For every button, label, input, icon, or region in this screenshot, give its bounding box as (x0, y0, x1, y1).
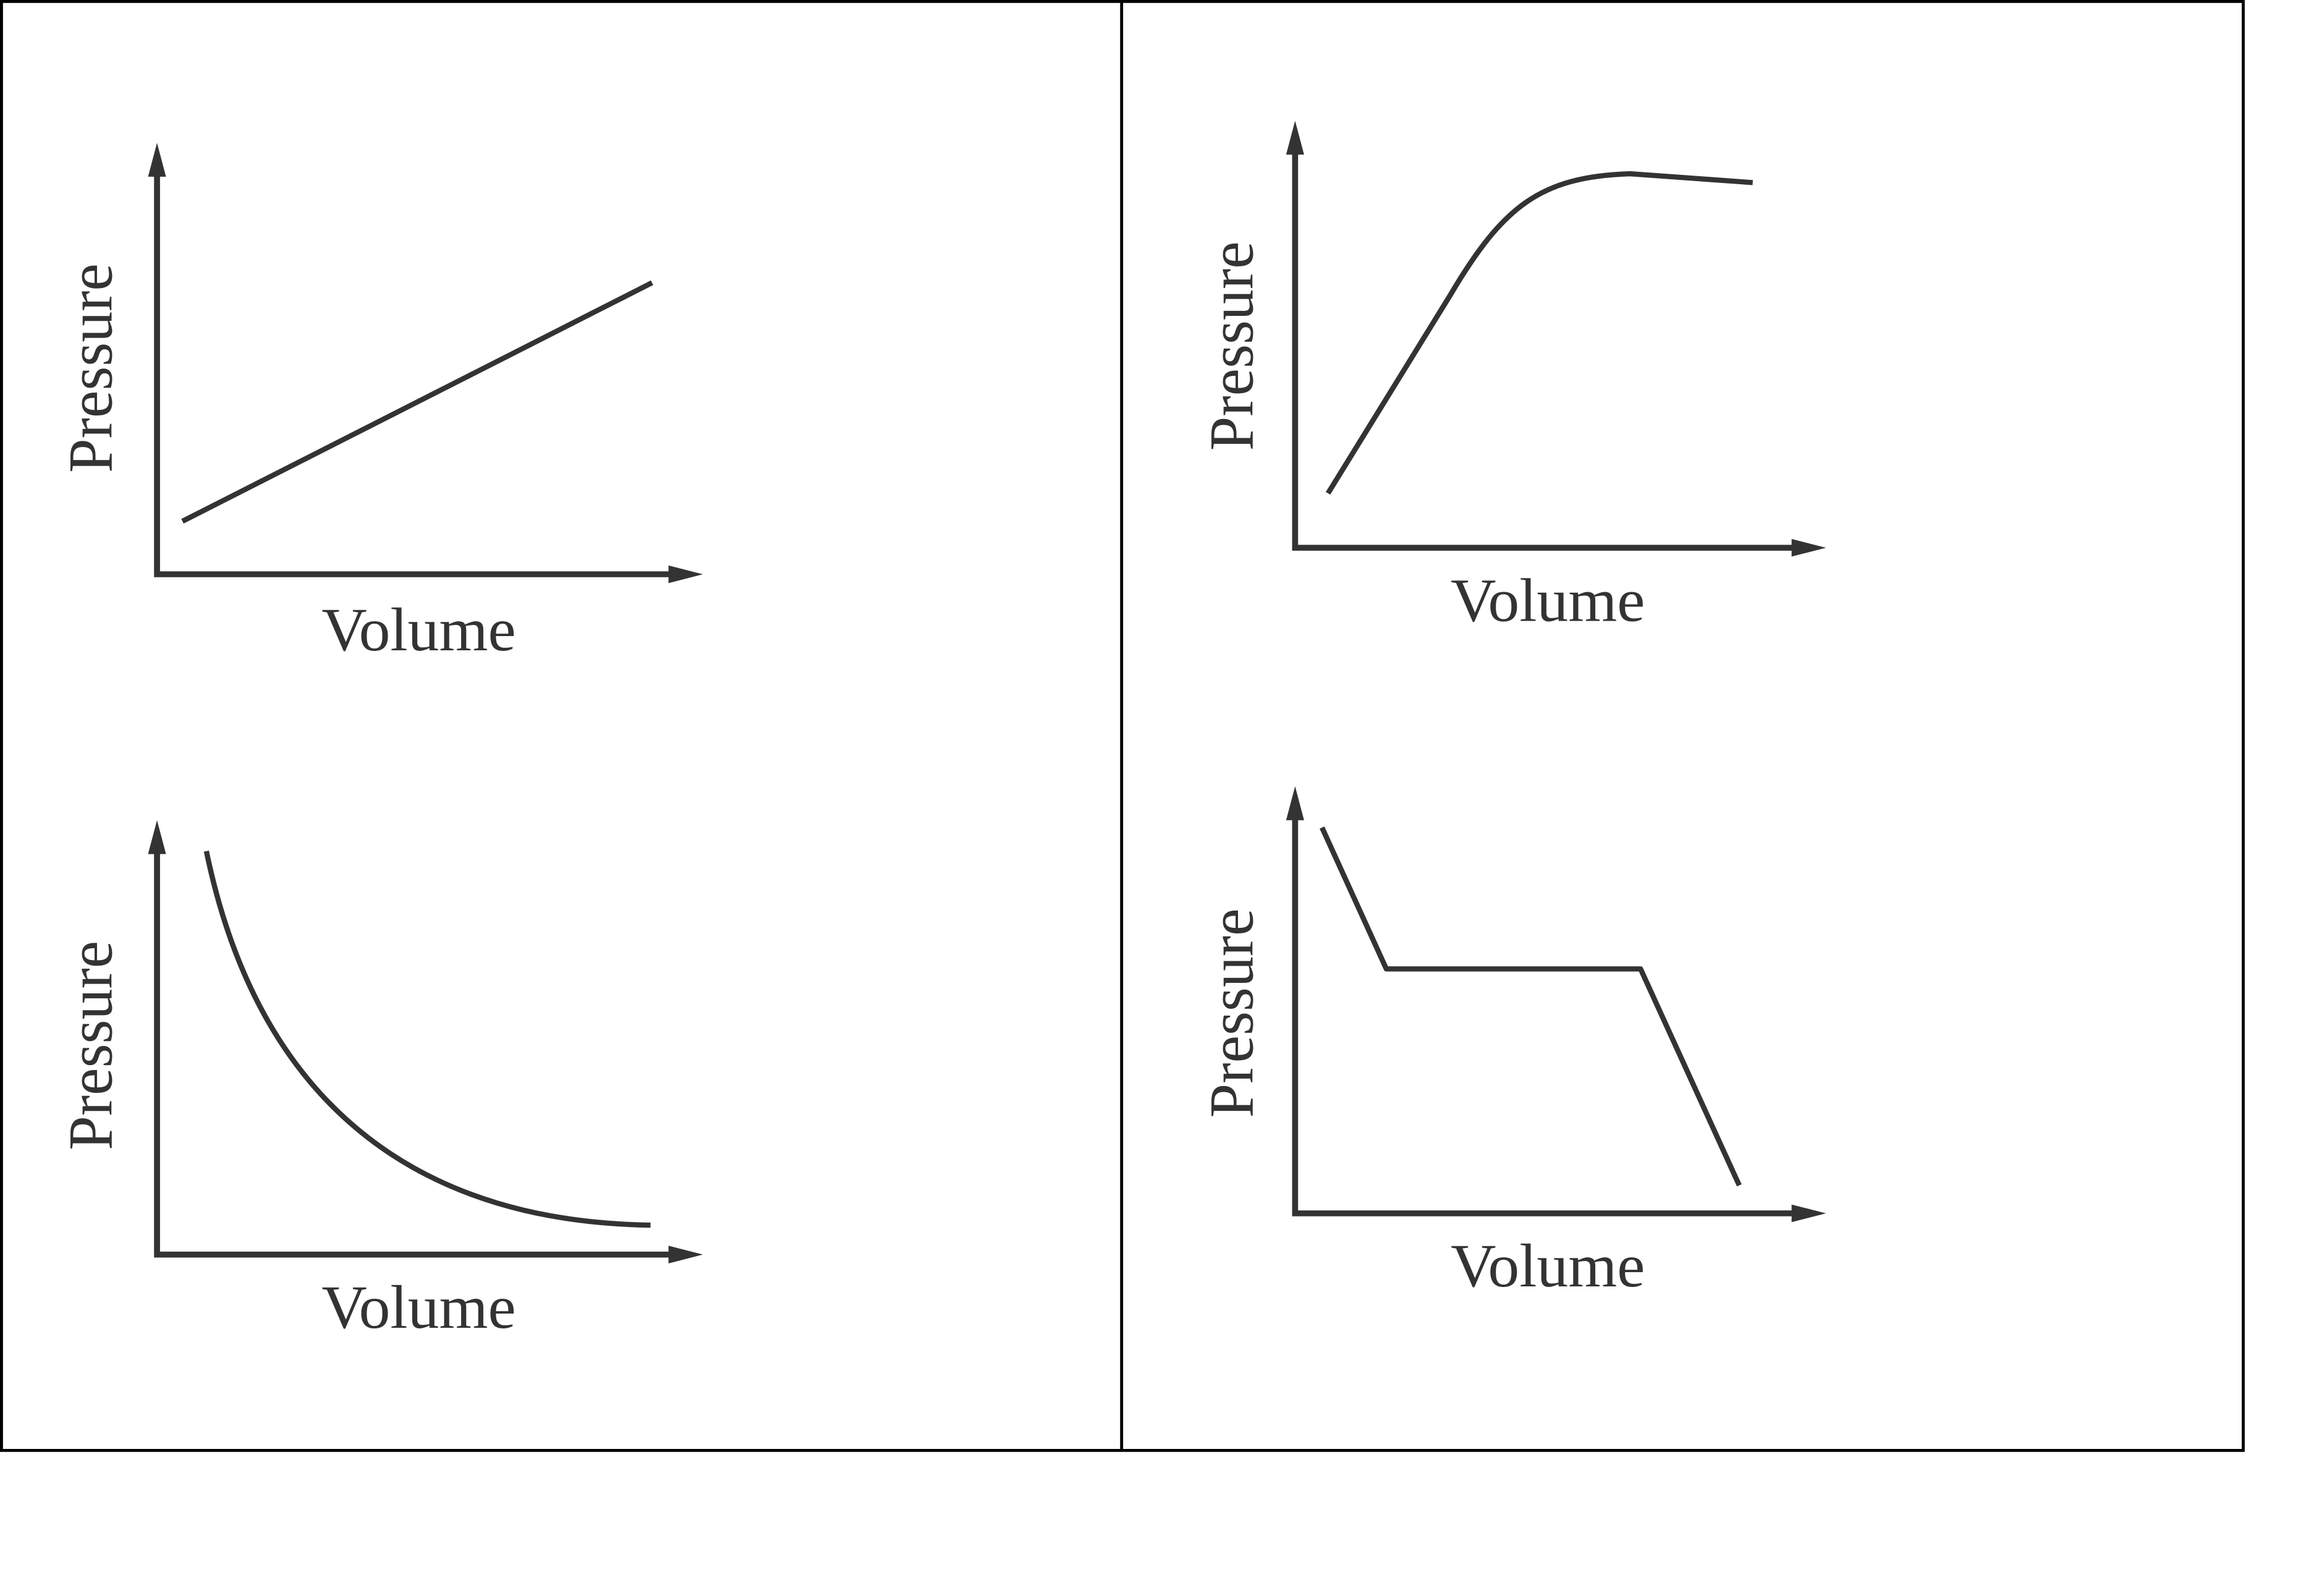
panel: Pressure Volume (56, 143, 703, 664)
axes (1292, 143, 1801, 551)
curve (1320, 826, 1742, 1187)
axes (154, 164, 676, 577)
axis-arrows (148, 143, 703, 584)
axes (154, 842, 676, 1258)
axis-arrows (148, 820, 703, 1264)
x-label: Volume (321, 1273, 515, 1341)
x-label: Volume (321, 595, 515, 664)
y-label: Pressure (1197, 908, 1266, 1118)
curve (181, 280, 653, 524)
curve (203, 851, 651, 1228)
curve (1325, 171, 1754, 495)
x-label: Volume (1451, 566, 1645, 634)
y-label: Pressure (56, 941, 125, 1150)
x-label: Volume (1451, 1231, 1645, 1300)
y-label: Pressure (56, 263, 125, 473)
axis-arrows (1286, 786, 1826, 1223)
y-label: Pressure (1197, 241, 1266, 451)
panel: Pressure Volume (1197, 121, 1826, 634)
panel: Pressure Volume (1197, 786, 1826, 1300)
panel: Pressure Volume (56, 820, 703, 1341)
axes (1292, 808, 1801, 1217)
